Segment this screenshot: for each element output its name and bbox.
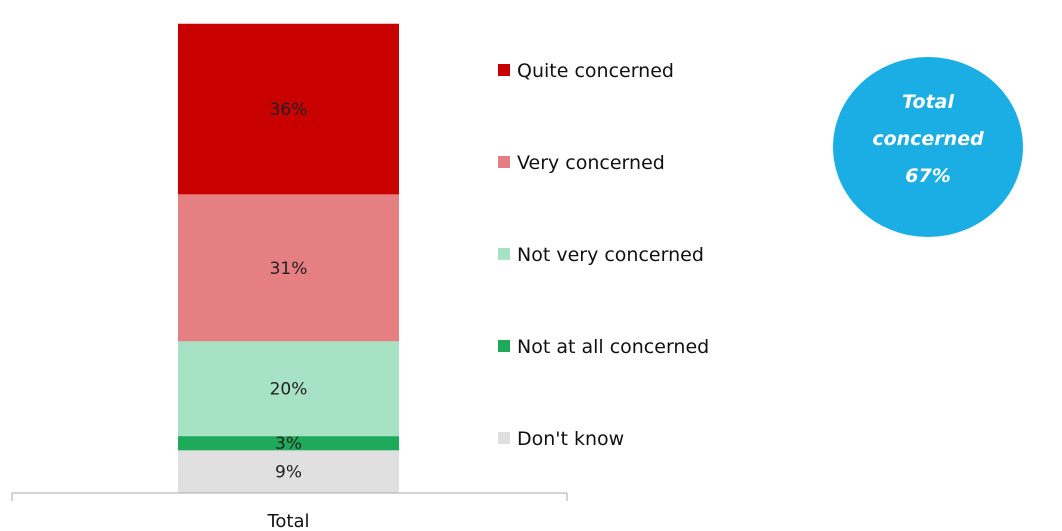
callout-line-2: concerned	[872, 128, 984, 150]
category-label: Total	[266, 511, 309, 531]
legend-swatch-not-at-all-concerned	[498, 340, 510, 352]
bar-segment-not-very-concerned	[178, 341, 399, 437]
data-label-very-concerned: 31%	[270, 259, 308, 279]
legend: Quite concerned Very concerned Not very co…	[498, 60, 709, 450]
bar-segment-not-at-all-concerned	[178, 436, 399, 451]
legend-swatch-quite-concerned	[498, 64, 510, 76]
callout-line-1: Total	[902, 91, 954, 113]
bar-segments	[178, 23, 399, 493]
legend-swatch-not-very-concerned	[498, 248, 510, 260]
segment-data-labels: 9% 3% 20% 31% 36%	[270, 100, 308, 483]
legend-swatch-very-concerned	[498, 156, 510, 168]
bar-segment-quite-concerned	[178, 23, 399, 195]
data-label-quite-concerned: 36%	[270, 100, 308, 120]
legend-label-not-very-concerned: Not very concerned	[517, 244, 704, 266]
data-label-not-very-concerned: 20%	[270, 380, 308, 400]
legend-label-very-concerned: Very concerned	[517, 152, 665, 174]
legend-label-don-t-know: Don't know	[517, 428, 624, 450]
legend-label-quite-concerned: Quite concerned	[517, 60, 674, 82]
bar-segment-very-concerned	[178, 194, 399, 342]
total-concerned-callout: Total concerned 67%	[833, 57, 1023, 237]
data-label-don-t-know: 9%	[275, 463, 302, 483]
data-label-not-at-all-concerned: 3%	[275, 434, 302, 454]
callout-line-3: 67%	[905, 165, 950, 187]
category-labels: Total	[266, 511, 309, 531]
legend-label-not-at-all-concerned: Not at all concerned	[517, 336, 709, 358]
category-axis	[11, 492, 568, 501]
bar-segment-don-t-know	[178, 450, 399, 493]
callout-bubble	[833, 57, 1023, 237]
legend-swatch-don-t-know	[498, 432, 510, 444]
